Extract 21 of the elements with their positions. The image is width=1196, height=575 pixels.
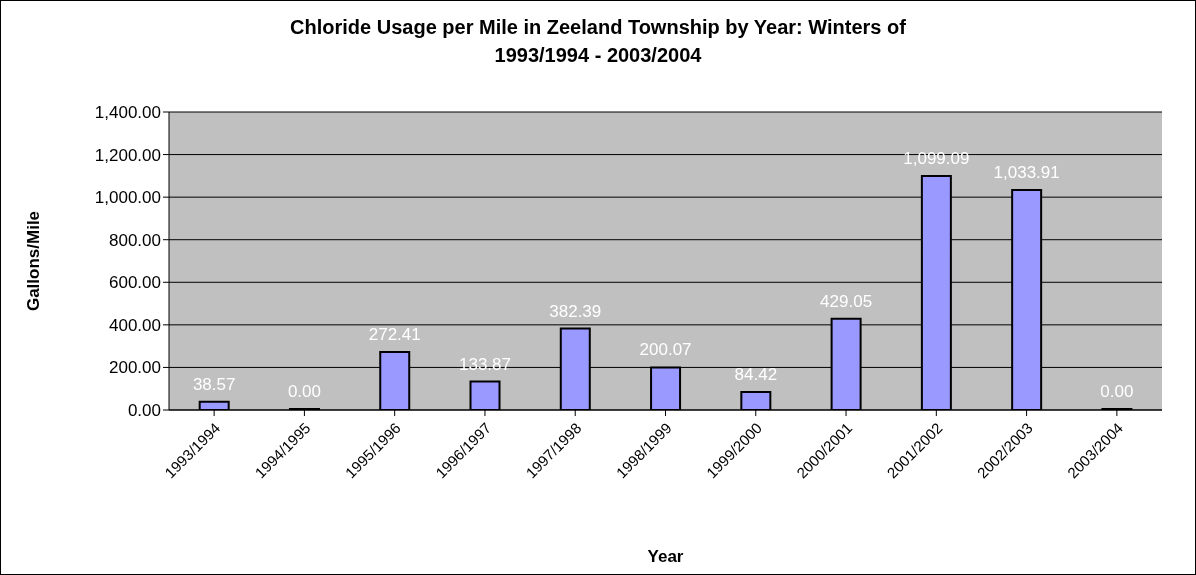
y-tick-label: 600.00 (109, 273, 161, 293)
data-label: 0.00 (287, 382, 322, 401)
y-tick-label: 800.00 (109, 230, 161, 250)
y-tick-label: 0.00 (127, 401, 161, 421)
y-tick-label: 1,400.00 (94, 103, 161, 123)
data-label: 272.41 (368, 325, 421, 345)
data-label: 1,033.91 (993, 162, 1060, 182)
y-tick-label: 1,000.00 (94, 188, 161, 208)
data-label: 382.39 (549, 301, 602, 321)
y-tick-label: 400.00 (109, 315, 161, 335)
data-label: 0.00 (1100, 382, 1134, 401)
data-label: 38.57 (192, 374, 236, 394)
chart-title: Chloride Usage per Mile in Zeeland Township by Year: Winters of 1993/1994 - 2003/2004 (289, 15, 907, 68)
y-tick-label: 200.00 (109, 358, 161, 378)
data-label: 429.05 (820, 291, 873, 311)
data-label: 84.42 (734, 365, 778, 385)
data-label: 200.07 (639, 340, 692, 360)
data-label: 1,099.09 (903, 149, 970, 169)
x-axis-title: Year (647, 547, 684, 566)
y-axis-title: Gallons/Mile (24, 210, 44, 312)
y-tick-label: 1,200.00 (94, 145, 161, 165)
